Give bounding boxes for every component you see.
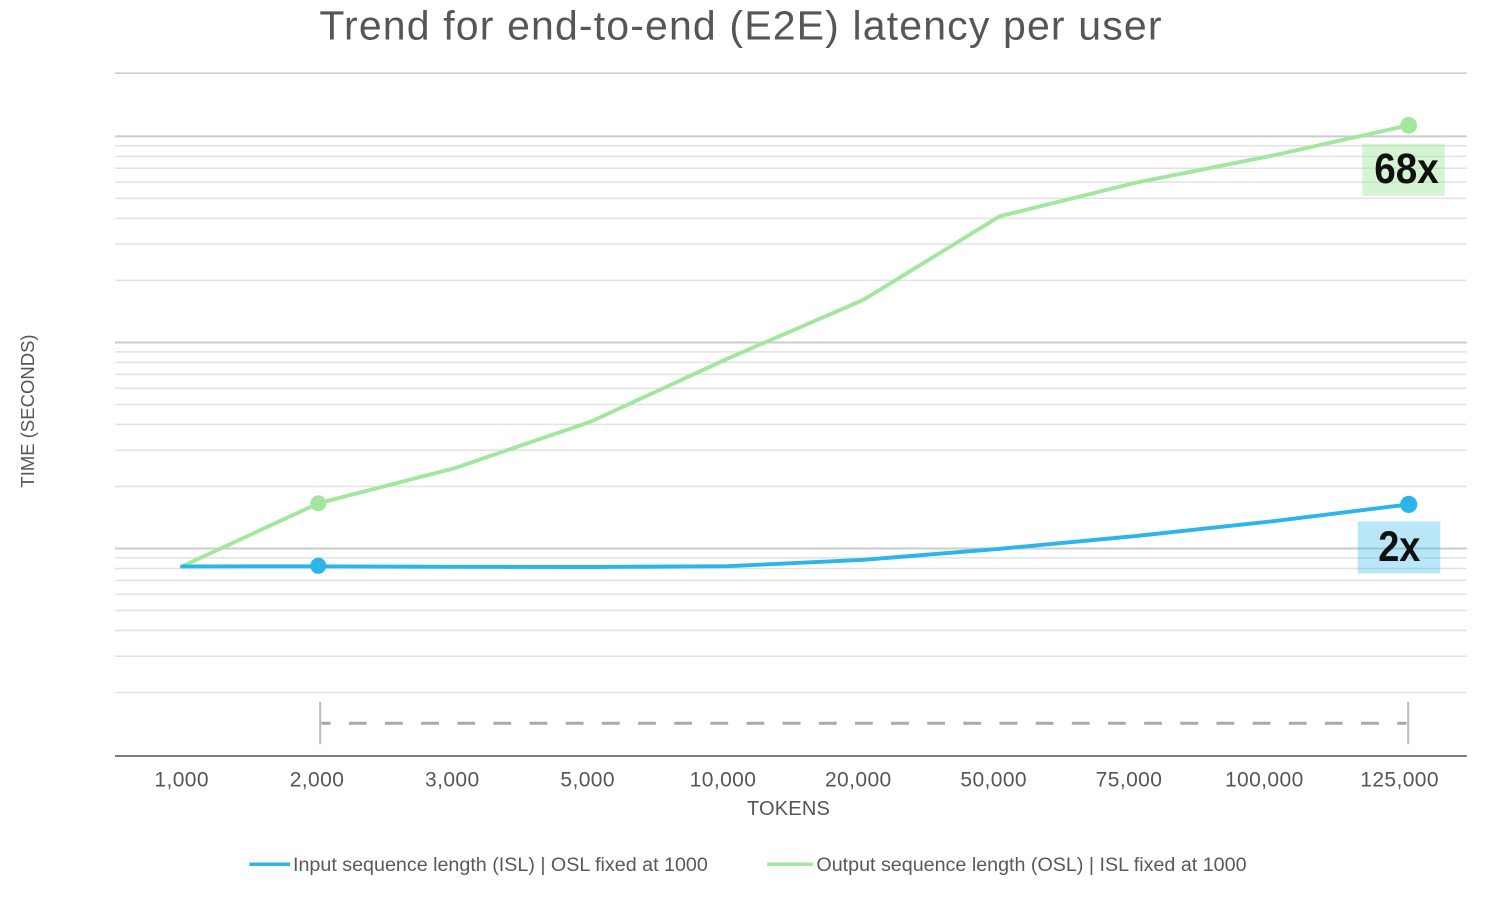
svg-text:100,000: 100,000 xyxy=(1225,769,1304,792)
svg-text:1,000: 1,000 xyxy=(154,769,209,792)
svg-text:Trend for end-to-end (E2E) lat: Trend for end-to-end (E2E) latency per u… xyxy=(319,3,1162,49)
svg-text:2x: 2x xyxy=(1378,523,1420,571)
svg-text:5,000: 5,000 xyxy=(560,769,615,792)
svg-text:50,000: 50,000 xyxy=(960,769,1027,792)
svg-text:TOKENS: TOKENS xyxy=(747,798,830,820)
svg-text:Output sequence length (OSL) |: Output sequence length (OSL) | ISL fixed… xyxy=(816,854,1246,876)
svg-text:Input sequence length (ISL) |: Input sequence length (ISL) | OSL fixed … xyxy=(293,854,708,876)
svg-text:TIME (SECONDS): TIME (SECONDS) xyxy=(17,334,38,487)
svg-text:10,000: 10,000 xyxy=(690,769,757,792)
svg-text:20,000: 20,000 xyxy=(825,769,892,792)
svg-text:2,000: 2,000 xyxy=(290,769,345,792)
svg-text:3,000: 3,000 xyxy=(425,769,480,792)
svg-text:125,000: 125,000 xyxy=(1360,769,1439,792)
svg-text:68x: 68x xyxy=(1374,145,1439,193)
svg-text:75,000: 75,000 xyxy=(1096,769,1163,792)
